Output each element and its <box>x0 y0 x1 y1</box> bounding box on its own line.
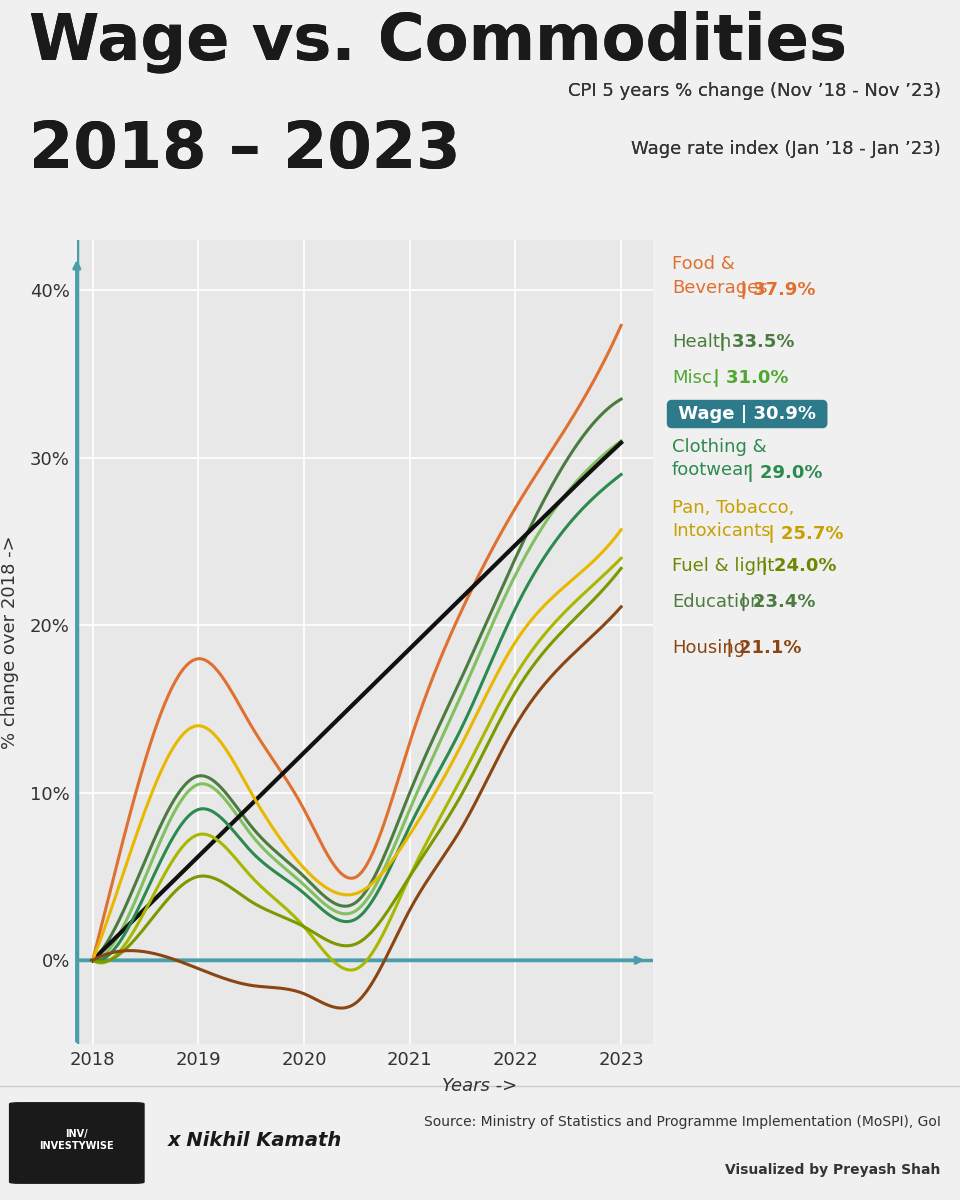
Text: Misc.: Misc. <box>672 368 718 386</box>
Text: Wage vs. Commodities: Wage vs. Commodities <box>29 11 847 73</box>
Text: Wage rate index (Jan ’18 - Jan ’23): Wage rate index (Jan ’18 - Jan ’23) <box>631 140 941 158</box>
Text: Food &
Beverages: Food & Beverages <box>672 256 768 296</box>
Text: | 21.1%: | 21.1% <box>720 638 802 658</box>
FancyBboxPatch shape <box>10 1103 144 1183</box>
Y-axis label: % change over 2018 ->: % change over 2018 -> <box>1 535 19 749</box>
Text: Education: Education <box>672 593 761 611</box>
Text: | 31.0%: | 31.0% <box>707 368 788 386</box>
Text: x Nikhil Kamath: x Nikhil Kamath <box>168 1130 343 1150</box>
Text: Health: Health <box>672 332 732 350</box>
Text: Wage vs. Commodities: Wage vs. Commodities <box>29 11 847 73</box>
Text: Housing: Housing <box>672 638 745 658</box>
Text: Visualized by Preyash Shah: Visualized by Preyash Shah <box>726 1163 941 1177</box>
Text: | 25.7%: | 25.7% <box>762 526 843 542</box>
Text: 2018 – 2023: 2018 – 2023 <box>29 119 461 181</box>
Text: Pan, Tobacco,
Intoxicants: Pan, Tobacco, Intoxicants <box>672 499 794 540</box>
Text: | 24.0%: | 24.0% <box>755 557 836 575</box>
Text: | 37.9%: | 37.9% <box>734 281 816 299</box>
Text: | 29.0%: | 29.0% <box>741 464 823 481</box>
Text: Wage | 30.9%: Wage | 30.9% <box>672 404 823 422</box>
Text: 2018 – 2023: 2018 – 2023 <box>29 119 461 181</box>
Text: CPI 5 years % change (Nov ’18 - Nov ’23): CPI 5 years % change (Nov ’18 - Nov ’23) <box>567 82 941 100</box>
Text: Wage rate index (Jan ’18 - Jan ’23): Wage rate index (Jan ’18 - Jan ’23) <box>631 140 941 158</box>
Text: Source: Ministry of Statistics and Programme Implementation (MoSPI), GoI: Source: Ministry of Statistics and Progr… <box>424 1115 941 1129</box>
Text: Fuel & light: Fuel & light <box>672 557 775 575</box>
Text: Clothing &
footwear: Clothing & footwear <box>672 438 767 479</box>
Text: INV/
INVESTYWISE: INV/ INVESTYWISE <box>39 1129 114 1151</box>
Text: | 23.4%: | 23.4% <box>734 593 816 611</box>
Text: | 33.5%: | 33.5% <box>713 332 795 350</box>
Text: CPI 5 years % change (Nov ’18 - Nov ’23): CPI 5 years % change (Nov ’18 - Nov ’23) <box>567 82 941 100</box>
Text: Years ->: Years -> <box>443 1078 517 1094</box>
